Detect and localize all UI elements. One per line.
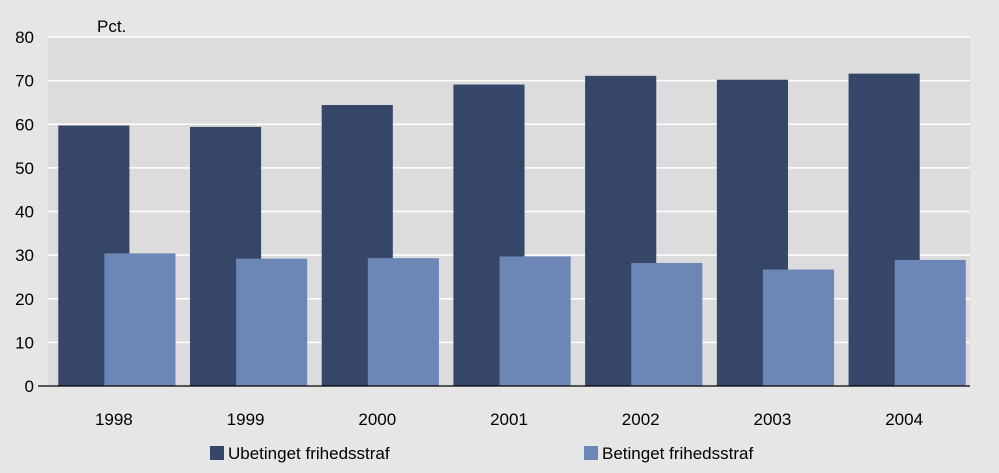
y-tick-label-70: 70: [15, 72, 34, 91]
bar-betinget-2004: [894, 259, 966, 386]
x-tick-label-2004: 2004: [885, 410, 923, 429]
y-tick-label-50: 50: [15, 159, 34, 178]
y-axis-unit-label: Pct.: [97, 17, 126, 36]
x-axis-tick-labels: 1998 1999 2000 2001 2002 2003 2004: [95, 410, 923, 429]
y-tick-label-20: 20: [15, 290, 34, 309]
x-tick-label-2003: 2003: [754, 410, 792, 429]
bar-betinget-1999: [236, 258, 308, 386]
x-tick-label-1999: 1999: [227, 410, 265, 429]
legend: Ubetinget frihedsstraf Betinget frihedsst…: [210, 444, 753, 463]
x-tick-label-2002: 2002: [622, 410, 660, 429]
x-tick-label-2001: 2001: [490, 410, 528, 429]
y-tick-label-60: 60: [15, 115, 34, 134]
y-tick-label-40: 40: [15, 203, 34, 222]
bar-betinget-2002: [631, 262, 703, 386]
bar-betinget-1998: [104, 253, 176, 386]
y-tick-label-10: 10: [15, 333, 34, 352]
bars: [58, 73, 966, 387]
legend-swatch-betinget: [584, 446, 598, 460]
y-tick-label-80: 80: [15, 28, 34, 47]
y-tick-label-30: 30: [15, 246, 34, 265]
legend-swatch-ubetinget: [210, 446, 224, 460]
legend-label-betinget: Betinget frihedsstraf: [602, 444, 753, 463]
y-tick-label-0: 0: [25, 377, 34, 396]
x-tick-label-2000: 2000: [358, 410, 396, 429]
legend-label-ubetinget: Ubetinget frihedsstraf: [228, 444, 390, 463]
x-tick-label-1998: 1998: [95, 410, 133, 429]
y-axis-tick-labels: 0 10 20 30 40 50 60 70 80: [15, 28, 34, 396]
bar-betinget-2001: [499, 256, 571, 386]
bar-betinget-2000: [367, 258, 439, 386]
bar-betinget-2003: [762, 269, 835, 386]
